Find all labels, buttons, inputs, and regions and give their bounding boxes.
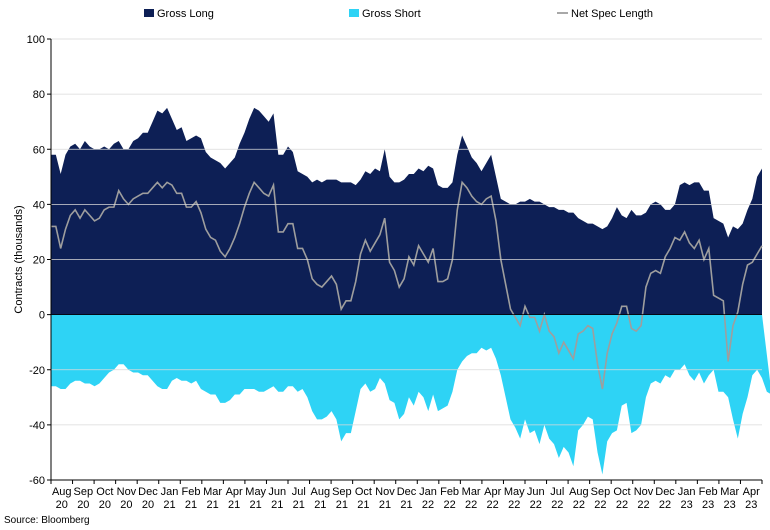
y-tick-label: 80 (33, 89, 45, 101)
x-tick-label-month: May (245, 486, 266, 498)
x-tick-label-month: Feb (440, 486, 459, 498)
x-tick-label-month: Apr (743, 486, 760, 498)
series-gross-long-area (51, 107, 762, 315)
legend-label: Net Spec Length (571, 8, 653, 20)
legend-swatch (144, 9, 154, 17)
x-tick-label-year: 21 (336, 499, 348, 511)
x-tick-label-year: 23 (745, 499, 757, 511)
legend-label: Gross Long (157, 8, 214, 20)
x-tick-label-year: 22 (594, 499, 606, 511)
x-tick-label-year: 20 (56, 499, 68, 511)
x-tick-label-month: Jun (268, 486, 286, 498)
x-tick-label-year: 22 (487, 499, 499, 511)
x-tick-label-year: 23 (680, 499, 692, 511)
x-tick-label-month: Jul (550, 486, 564, 498)
x-tick-label-year: 23 (724, 499, 736, 511)
x-tick-label-year: 22 (659, 499, 671, 511)
x-tick-label-month: May (504, 486, 525, 498)
x-tick-label-month: Sep (332, 486, 352, 498)
x-tick-label-month: Feb (182, 486, 201, 498)
x-tick-label-year: 21 (250, 499, 262, 511)
x-tick-label-year: 21 (228, 499, 240, 511)
x-tick-label-month: Jan (161, 486, 179, 498)
legend-label: Gross Short (362, 8, 421, 20)
x-tick-label-year: 20 (142, 499, 154, 511)
x-tick-label-month: Nov (375, 486, 395, 498)
x-tick-label-year: 20 (120, 499, 132, 511)
source-note: Source: Bloomberg (4, 515, 90, 526)
y-tick-label: -60 (29, 475, 45, 487)
legend-swatch (349, 9, 359, 17)
x-tick-label-year: 22 (637, 499, 649, 511)
y-tick-label: 100 (27, 34, 45, 46)
x-tick-label-month: Mar (720, 486, 739, 498)
x-tick-label-month: Jun (527, 486, 545, 498)
x-tick-label-month: Mar (462, 486, 481, 498)
x-tick-label-year: 21 (400, 499, 412, 511)
y-tick-label: 40 (33, 199, 45, 211)
x-tick-label-year: 22 (465, 499, 477, 511)
x-tick-label-month: Oct (613, 486, 630, 498)
series-gross-short-area (51, 314, 770, 475)
x-tick-label-month: Dec (655, 486, 675, 498)
x-tick-label-year: 22 (551, 499, 563, 511)
x-tick-label-month: Apr (484, 486, 501, 498)
x-tick-label-month: Jan (678, 486, 696, 498)
x-tick-label-year: 22 (422, 499, 434, 511)
x-tick-label-year: 22 (443, 499, 455, 511)
x-tick-label-month: Aug (311, 486, 331, 498)
x-tick-label-year: 21 (185, 499, 197, 511)
plot-area (51, 107, 770, 475)
x-tick-label-month: Sep (74, 486, 94, 498)
x-tick-label-year: 22 (508, 499, 520, 511)
x-tick-label-month: Nov (117, 486, 137, 498)
x-tick-label-year: 21 (379, 499, 391, 511)
y-tick-label: -40 (29, 420, 45, 432)
x-tick-label-month: Aug (52, 486, 72, 498)
x-tick-label-month: Feb (699, 486, 718, 498)
x-tick-label-year: 22 (530, 499, 542, 511)
y-tick-label: -20 (29, 365, 45, 377)
x-tick-label-year: 23 (702, 499, 714, 511)
legend: Gross Long Gross Short Net Spec Length (144, 8, 653, 20)
x-tick-label-month: Oct (355, 486, 372, 498)
x-tick-label-month: Dec (138, 486, 158, 498)
x-tick-label-month: Jul (292, 486, 306, 498)
x-tick-label-month: Apr (226, 486, 243, 498)
x-tick-label-month: Aug (569, 486, 589, 498)
x-tick-label-year: 21 (271, 499, 283, 511)
series-net-spec-length-line (51, 180, 763, 390)
x-tick-label-month: Mar (203, 486, 222, 498)
x-tick-label-year: 21 (206, 499, 218, 511)
x-tick-label-month: Nov (634, 486, 654, 498)
y-tick-label: 0 (39, 310, 45, 322)
x-tick-label-month: Sep (591, 486, 611, 498)
x-tick-label-year: 21 (357, 499, 369, 511)
x-tick-label-month: Dec (397, 486, 417, 498)
x-tick-label-year: 21 (314, 499, 326, 511)
x-tick-label-year: 21 (163, 499, 175, 511)
x-tick-label-month: Jan (419, 486, 437, 498)
axes: -60 -40 -20 0 20 40 60 80 100 Contracts (thousand… (13, 34, 763, 511)
y-tick-label: 20 (33, 255, 45, 267)
x-tick-label-year: 20 (77, 499, 89, 511)
y-tick-label: 60 (33, 144, 45, 156)
x-tick-label-year: 20 (99, 499, 111, 511)
x-tick-label-month: Oct (96, 486, 113, 498)
x-tick-label-year: 22 (616, 499, 628, 511)
y-axis-title: Contracts (thousands) (13, 205, 25, 313)
x-tick-label-year: 22 (573, 499, 585, 511)
x-tick-label-year: 21 (293, 499, 305, 511)
